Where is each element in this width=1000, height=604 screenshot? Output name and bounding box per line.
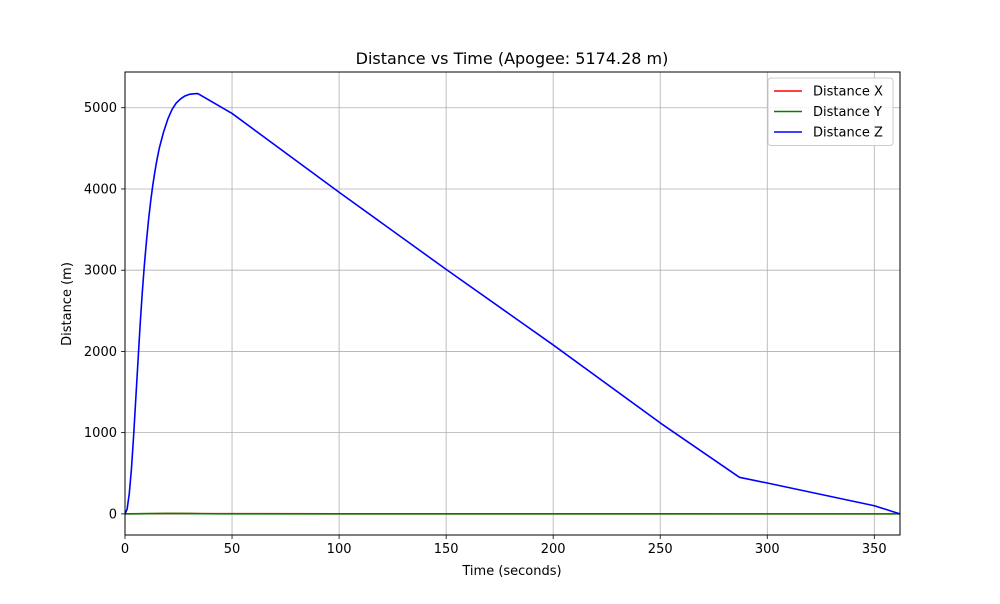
legend-label-distance-z: Distance Z xyxy=(813,126,883,141)
x-tick-label: 100 xyxy=(327,542,352,557)
x-tick-label: 200 xyxy=(541,542,566,557)
x-axis-label: Time (seconds) xyxy=(461,564,561,579)
chart-title: Distance vs Time (Apogee: 5174.28 m) xyxy=(356,49,669,68)
legend-label-distance-x: Distance X xyxy=(813,85,883,100)
y-tick-label: 3000 xyxy=(84,264,117,279)
y-tick-label: 4000 xyxy=(84,182,117,197)
y-tick-label: 2000 xyxy=(84,345,117,360)
legend-label-distance-y: Distance Y xyxy=(813,105,882,120)
x-tick-label: 300 xyxy=(755,542,780,557)
x-tick-label: 0 xyxy=(121,542,129,557)
y-axis-label: Distance (m) xyxy=(60,262,75,346)
x-tick-label: 250 xyxy=(648,542,673,557)
x-tick-label: 50 xyxy=(224,542,241,557)
y-tick-label: 0 xyxy=(109,507,117,522)
y-tick-label: 1000 xyxy=(84,426,117,441)
y-tick-label: 5000 xyxy=(84,101,117,116)
legend: Distance X Distance Y Distance Z xyxy=(768,78,893,146)
x-tick-label: 150 xyxy=(434,542,459,557)
x-tick-label: 350 xyxy=(862,542,887,557)
